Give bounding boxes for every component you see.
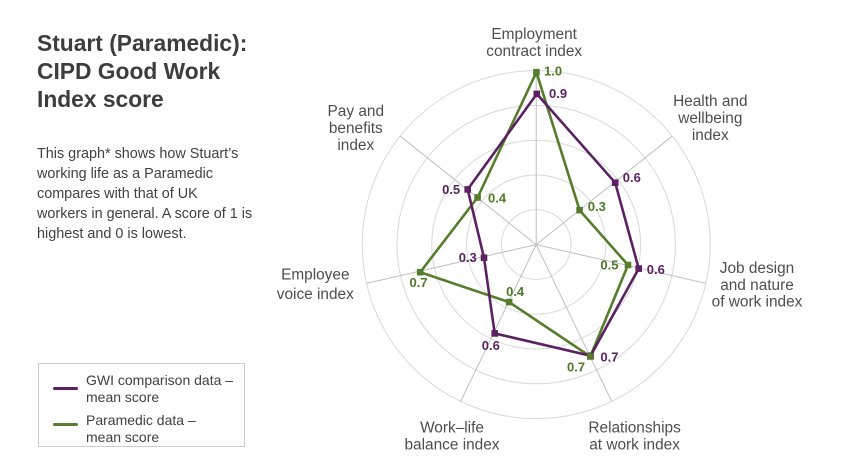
svg-text:0.5: 0.5 xyxy=(600,257,618,272)
svg-text:at work index: at work index xyxy=(589,437,680,454)
svg-text:0.7: 0.7 xyxy=(600,350,618,365)
svg-text:0.6: 0.6 xyxy=(647,262,665,277)
svg-text:index: index xyxy=(692,127,729,144)
svg-text:benefits: benefits xyxy=(329,120,383,137)
svg-text:Relationships: Relationships xyxy=(588,420,681,437)
svg-text:0.4: 0.4 xyxy=(488,191,507,206)
svg-text:0.3: 0.3 xyxy=(588,199,606,214)
svg-text:Employee: Employee xyxy=(281,267,349,284)
svg-text:0.6: 0.6 xyxy=(623,170,641,185)
svg-text:contract index: contract index xyxy=(486,43,582,60)
svg-text:0.9: 0.9 xyxy=(549,86,567,101)
svg-text:balance index: balance index xyxy=(405,437,500,454)
svg-text:0.7: 0.7 xyxy=(410,275,428,290)
svg-text:wellbeing: wellbeing xyxy=(677,110,742,127)
svg-text:voice index: voice index xyxy=(277,286,354,303)
svg-text:Employment: Employment xyxy=(491,26,577,43)
svg-text:0.5: 0.5 xyxy=(442,182,460,197)
svg-text:Job design: Job design xyxy=(720,260,794,277)
svg-text:Work–life: Work–life xyxy=(420,420,484,437)
svg-text:index: index xyxy=(337,137,374,154)
svg-text:0.3: 0.3 xyxy=(459,250,477,265)
svg-text:Pay and: Pay and xyxy=(328,103,384,120)
svg-text:0.4: 0.4 xyxy=(506,284,525,299)
svg-text:0.7: 0.7 xyxy=(567,360,585,375)
svg-text:1.0: 1.0 xyxy=(544,63,562,78)
svg-text:and nature: and nature xyxy=(720,277,794,294)
svg-text:of work index: of work index xyxy=(712,293,803,310)
svg-text:Health and: Health and xyxy=(673,93,747,110)
svg-text:0.6: 0.6 xyxy=(482,338,500,353)
